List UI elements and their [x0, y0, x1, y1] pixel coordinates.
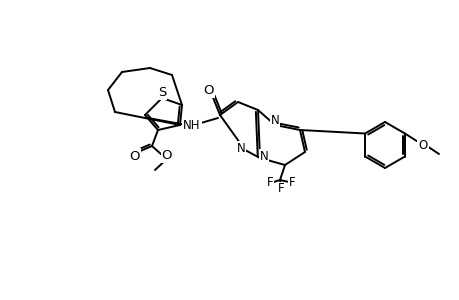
Text: F: F — [288, 176, 295, 188]
Text: O: O — [129, 149, 140, 163]
Text: O: O — [203, 83, 214, 97]
Text: F: F — [277, 182, 284, 196]
Text: S: S — [157, 86, 166, 99]
Text: O: O — [162, 148, 172, 161]
Text: N: N — [270, 113, 279, 127]
Text: N: N — [236, 142, 245, 154]
Text: N: N — [259, 149, 268, 163]
Text: NH: NH — [183, 118, 200, 131]
Text: O: O — [418, 139, 427, 152]
Text: F: F — [266, 176, 273, 190]
